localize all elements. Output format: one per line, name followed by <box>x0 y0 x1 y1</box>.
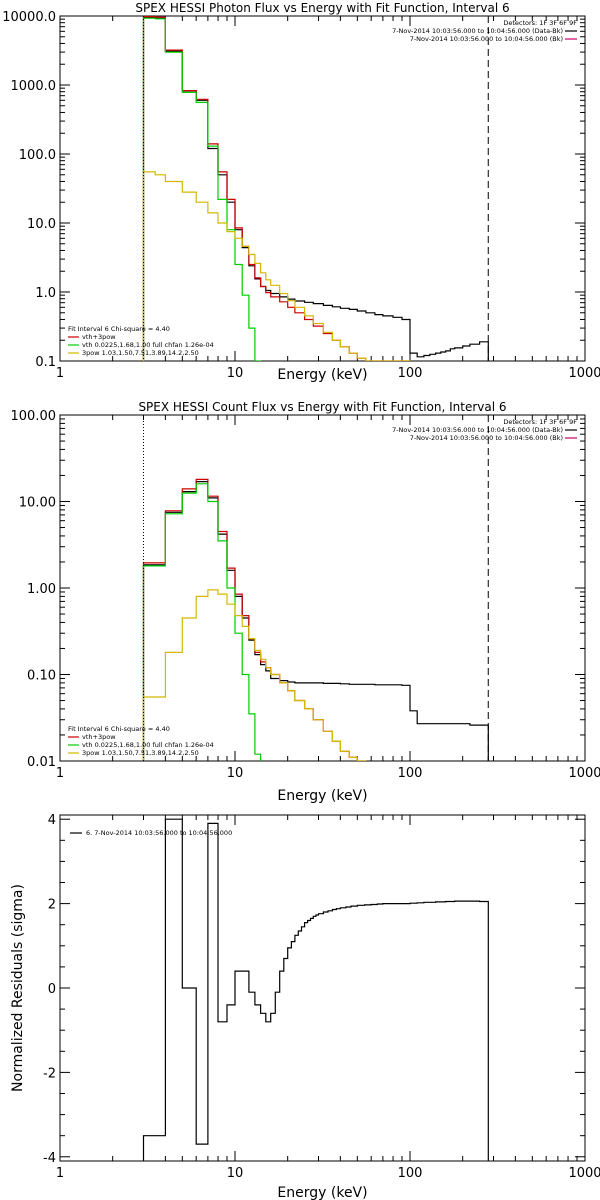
time-legend-entry: 7-Nov-2014 10:03:56.000 to 10:04:56.000 … <box>392 27 563 35</box>
time-legend-entry: 7-Nov-2014 10:03:56.000 to 10:04:56.000 … <box>392 426 563 434</box>
y-tick-label: 1.0 <box>35 286 56 301</box>
residuals-panel: 1 10 100 1000 Energy (keV) -4 -2 0 2 4 Normalized … <box>10 813 600 1200</box>
chart-title: SPEX HESSI Photon Flux vs Energy with Fi… <box>135 1 509 15</box>
count-flux-panel: SPEX HESSI Count Flux vs Energy with Fit… <box>11 400 600 804</box>
y-tick-label: 100.00 <box>11 409 57 424</box>
x-tick-label: 10 <box>227 1166 244 1181</box>
fit-info-line: vth+3pow <box>82 733 116 741</box>
x-tick-label: 1 <box>56 366 64 381</box>
x-tick-label: 10 <box>227 366 244 381</box>
y-tick-label: -4 <box>43 1151 56 1166</box>
time-legend-entry: 7-Nov-2014 10:03:56.000 to 10:04:56.000 … <box>410 434 563 442</box>
detectors-label: Detectors: 1F 3F 6F 9F <box>503 19 577 27</box>
y-tick-label: 2 <box>48 898 56 913</box>
y-tick-label: 0.10 <box>27 669 56 684</box>
y-tick-label: 10.00 <box>19 496 56 511</box>
series-line-data <box>142 481 489 761</box>
fit-info-line: Fit Interval 6 Chi-square = 4.40 <box>68 725 170 733</box>
fit-info-line: vth 0.0225,1.68,1.00 full chfan 1.26e-04 <box>82 741 214 749</box>
photon-flux-panel: SPEX HESSI Photon Flux vs Energy with Fi… <box>2 1 600 383</box>
plot-frame <box>59 414 586 762</box>
plot-frame <box>59 814 586 1162</box>
fit-info-line: vth+3pow <box>82 333 116 341</box>
x-axis-label: Energy (keV) <box>277 367 367 383</box>
y-tick-label: 0.1 <box>35 355 56 370</box>
series-group <box>142 818 489 1161</box>
series-line-3pow <box>142 589 367 761</box>
series-line-3pow <box>142 171 411 361</box>
x-tick-label: 10 <box>227 766 244 781</box>
fit-info-line: 3pow 1.03,1.50,7.51,3.89,14.2,2.50 <box>82 749 199 757</box>
y-tick-label: 10.0 <box>27 217 56 232</box>
x-tick-label: 100 <box>398 766 423 781</box>
x-tick-label: 1 <box>56 766 64 781</box>
x-tick-label: 100 <box>398 366 423 381</box>
y-tick-label: 1.00 <box>27 582 56 597</box>
series-group <box>142 16 489 361</box>
y-tick-label: 0 <box>48 982 56 997</box>
y-tick-label: 100.0 <box>19 148 56 163</box>
chart-title: SPEX HESSI Count Flux vs Energy with Fit… <box>138 400 506 414</box>
y-tick-label: 10000.0 <box>2 10 56 25</box>
x-axis-label: Energy (keV) <box>277 788 367 804</box>
series-line-vth <box>142 17 262 361</box>
fit-info-line: vth 0.0225,1.68,1.00 full chfan 1.26e-04 <box>82 341 214 349</box>
legend-entry: 6. 7-Nov-2014 10:03:56.000 to 10:04:56.0… <box>86 829 232 837</box>
series-line-6-7-nov-2014-10-03-56-000-to-10-04-56-000 <box>142 818 489 1161</box>
series-line-vth <box>142 483 262 761</box>
y-axis-label: Normalized Residuals (sigma) <box>10 884 26 1092</box>
detectors-label: Detectors: 1F 3F 6F 9F <box>503 418 577 426</box>
x-axis-label: Energy (keV) <box>277 1185 367 1200</box>
x-tick-label: 1000 <box>568 1166 600 1181</box>
y-tick-label: -2 <box>43 1066 56 1081</box>
time-legend-entry: 7-Nov-2014 10:03:56.000 to 10:04:56.000 … <box>410 35 563 43</box>
series-group <box>142 478 489 761</box>
y-tick-label: 4 <box>48 813 56 828</box>
y-tick-label: 0.01 <box>27 755 56 770</box>
fit-info-line: Fit Interval 6 Chi-square = 4.40 <box>68 325 170 333</box>
x-tick-label: 1000 <box>568 366 600 381</box>
series-line-vth-3pow <box>142 16 411 361</box>
plot-frame <box>59 15 586 362</box>
fit-info-line: 3pow 1.03,1.50,7.51,3.89,14.2,2.50 <box>82 349 199 357</box>
x-tick-label: 1 <box>56 1166 64 1181</box>
y-tick-label: 1000.0 <box>11 79 57 94</box>
x-tick-label: 100 <box>398 1166 423 1181</box>
x-tick-label: 1000 <box>568 766 600 781</box>
